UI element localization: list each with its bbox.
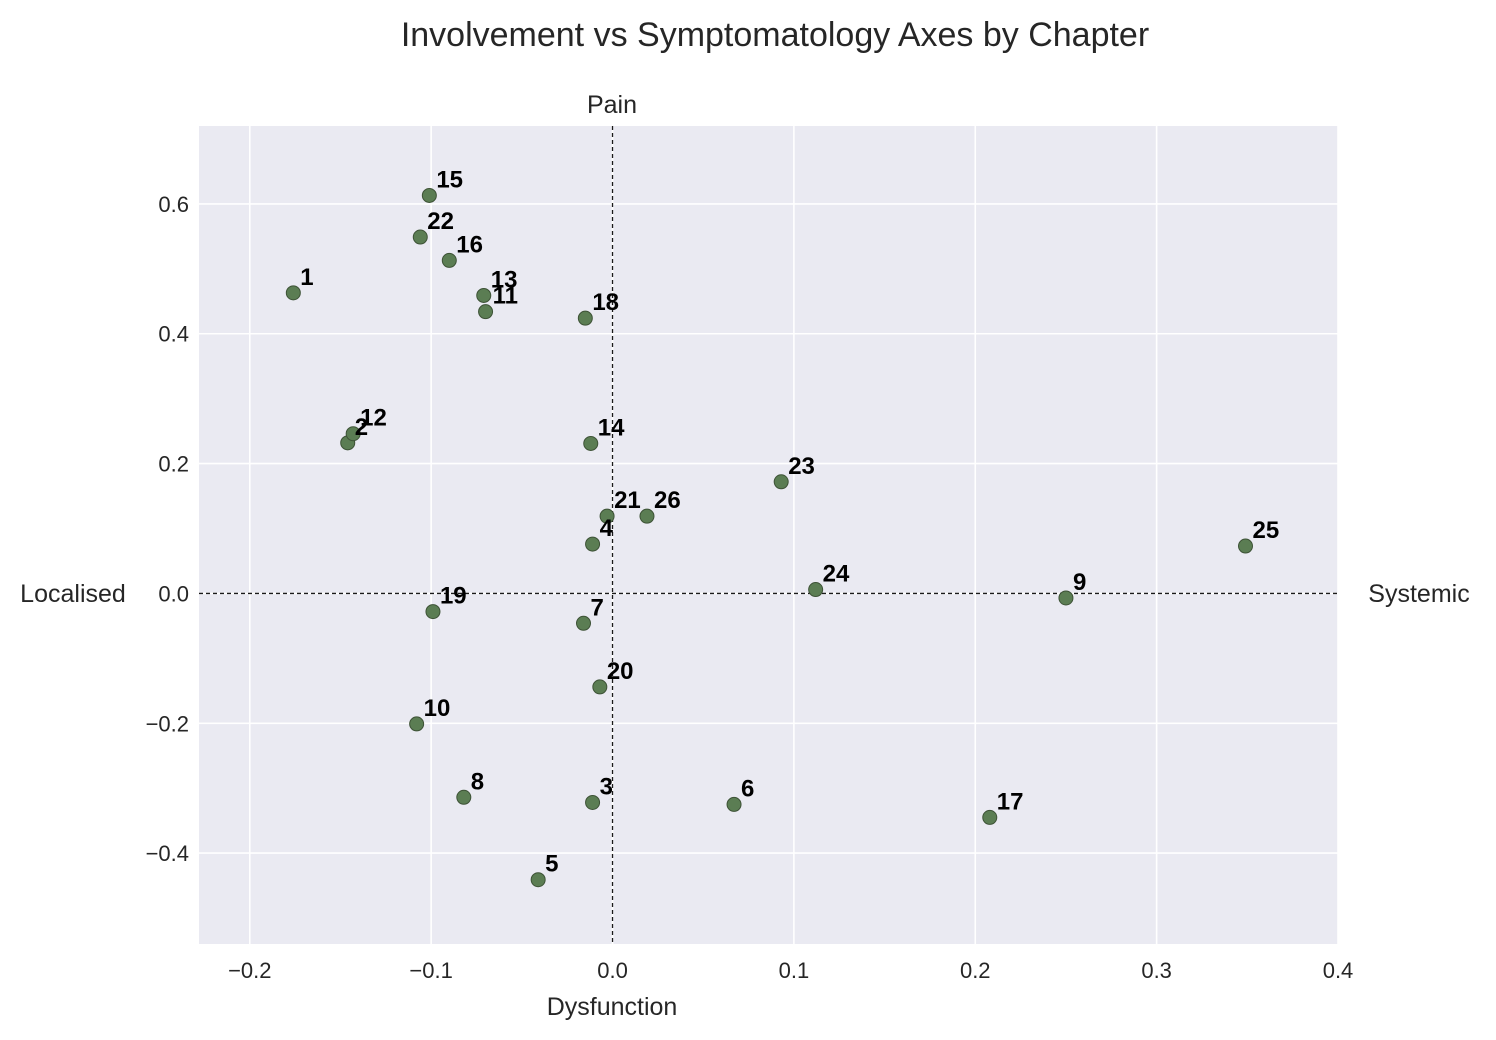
data-point [530, 872, 546, 888]
data-point [982, 809, 998, 825]
horizontal-gridlines [199, 203, 1338, 854]
data-point [345, 426, 361, 442]
data-point [592, 679, 608, 695]
data-point [478, 304, 494, 320]
point-label: 2 [355, 414, 368, 441]
bottom-axis-label: Dysfunction [547, 993, 678, 1021]
point-label: 22 [427, 208, 454, 235]
chart-title: Involvement vs Symptomatology Axes by Ch… [401, 16, 1149, 54]
top-axis-label: Pain [587, 91, 637, 119]
y-tick-label: 0.6 [158, 192, 189, 217]
point-label: 21 [614, 487, 641, 514]
x-tick-label: 0.0 [597, 958, 628, 983]
point-label: 24 [823, 561, 850, 588]
point-label: 25 [1253, 517, 1280, 544]
x-tick-label: −0.2 [228, 958, 271, 983]
point-label: 7 [591, 594, 604, 621]
point-label: 11 [493, 283, 518, 310]
y-tick-label: −0.4 [146, 841, 189, 866]
point-label: 12 [360, 405, 387, 432]
point-label: 14 [598, 414, 625, 441]
point-label: 20 [607, 658, 634, 685]
y-tick-label: 0.4 [158, 322, 189, 347]
data-point [476, 287, 492, 303]
point-label: 17 [997, 788, 1024, 815]
left-axis-label: Localised [20, 580, 126, 608]
data-point [1238, 538, 1254, 554]
data-point [1058, 590, 1074, 606]
point-label: 19 [440, 583, 467, 610]
data-point [576, 615, 592, 631]
point-label: 10 [424, 695, 451, 722]
point-label: 26 [654, 487, 681, 514]
x-tick-labels: −0.2 −0.1 0.0 0.1 0.2 0.3 0.4 [228, 958, 1353, 983]
data-point [285, 285, 301, 301]
data-point [585, 794, 601, 810]
point-label: 13 [491, 266, 518, 293]
plot-area [199, 126, 1338, 944]
point-label: 5 [545, 851, 558, 878]
data-points [285, 187, 1254, 888]
y-tick-labels: −0.4 −0.2 0.0 0.2 0.4 0.6 [146, 192, 189, 866]
data-point [421, 187, 437, 203]
point-label: 3 [600, 773, 613, 800]
point-labels: 1234567891011121314151617181920212223242… [300, 166, 1279, 877]
data-point [808, 582, 824, 598]
right-axis-label: Systemic [1368, 580, 1469, 608]
point-label: 6 [741, 775, 754, 802]
data-point [773, 474, 789, 490]
y-tick-label: 0.2 [158, 452, 189, 477]
data-point [412, 229, 428, 245]
y-tick-label: 0.0 [158, 581, 189, 606]
reference-lines [199, 126, 1338, 944]
data-point [599, 508, 615, 524]
data-point [639, 508, 655, 524]
point-label: 1 [300, 264, 313, 291]
point-label: 4 [600, 515, 614, 542]
point-label: 15 [436, 166, 463, 193]
point-label: 23 [788, 453, 815, 480]
data-point [409, 716, 425, 732]
point-label: 18 [592, 289, 619, 316]
data-point [585, 536, 601, 552]
x-tick-label: 0.1 [779, 958, 810, 983]
x-tick-label: −0.1 [409, 958, 452, 983]
x-tick-label: 0.3 [1141, 958, 1172, 983]
point-label: 8 [471, 768, 484, 795]
x-tick-label: 0.4 [1323, 958, 1354, 983]
data-point [441, 252, 457, 268]
point-label: 16 [456, 231, 483, 258]
data-point [456, 789, 472, 805]
data-point [425, 604, 441, 620]
x-tick-label: 0.2 [960, 958, 991, 983]
data-point [577, 310, 593, 326]
y-tick-label: −0.2 [146, 711, 189, 736]
data-point [726, 796, 742, 812]
point-label: 9 [1073, 569, 1086, 596]
data-point [583, 435, 599, 451]
